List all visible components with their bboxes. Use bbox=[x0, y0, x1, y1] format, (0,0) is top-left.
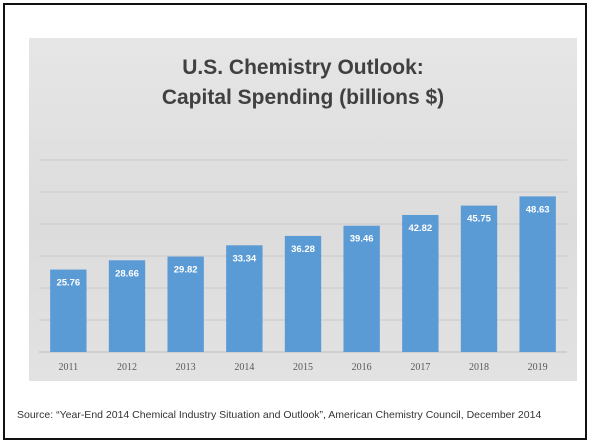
bar-value-label: 28.66 bbox=[115, 268, 139, 279]
bar-value-label: 33.34 bbox=[232, 253, 256, 264]
x-tick-label: 2015 bbox=[293, 362, 313, 373]
x-tick-label: 2011 bbox=[59, 362, 79, 373]
bar-2014 bbox=[226, 245, 263, 352]
x-tick-label: 2016 bbox=[352, 362, 372, 373]
bar-value-label: 25.76 bbox=[56, 278, 80, 289]
bar-2013 bbox=[167, 256, 204, 352]
bar-2012 bbox=[108, 260, 146, 352]
bar-value-label: 29.82 bbox=[174, 265, 198, 276]
bar-chart: 25.76 2011 28.66 2012 29.82 2013 33.34 2014 36.2… bbox=[39, 159, 567, 373]
chart-title-line-2: Capital Spending (billions $) bbox=[161, 86, 445, 109]
bar-value-label: 45.75 bbox=[467, 214, 491, 225]
chart-title-line-1: U.S. Chemistry Outlook: bbox=[182, 56, 424, 79]
figure-frame: U.S. Chemistry Outlook: Capital Spending… bbox=[3, 3, 587, 440]
bar-2016 bbox=[343, 225, 380, 352]
x-tick-label: 2018 bbox=[469, 362, 489, 373]
x-tick-label: 2013 bbox=[176, 362, 196, 373]
bar-value-label: 39.46 bbox=[350, 234, 374, 245]
bar-2015 bbox=[284, 235, 322, 352]
source-citation: Source: “Year-End 2014 Chemical Industry… bbox=[17, 409, 542, 421]
x-tick-label: 2012 bbox=[117, 362, 137, 373]
bar-2019 bbox=[519, 196, 556, 352]
bar-value-label: 36.28 bbox=[291, 244, 315, 255]
bar-2017 bbox=[402, 214, 439, 352]
bar-value-label: 48.63 bbox=[526, 204, 550, 215]
bar-2011 bbox=[50, 269, 87, 352]
bar-2018 bbox=[460, 205, 498, 352]
bar-value-label: 42.82 bbox=[408, 223, 432, 234]
x-tick-label: 2014 bbox=[234, 362, 254, 373]
x-tick-label: 2019 bbox=[528, 362, 548, 373]
chart-panel: U.S. Chemistry Outlook: Capital Spending… bbox=[29, 38, 577, 381]
x-tick-label: 2017 bbox=[410, 362, 430, 373]
